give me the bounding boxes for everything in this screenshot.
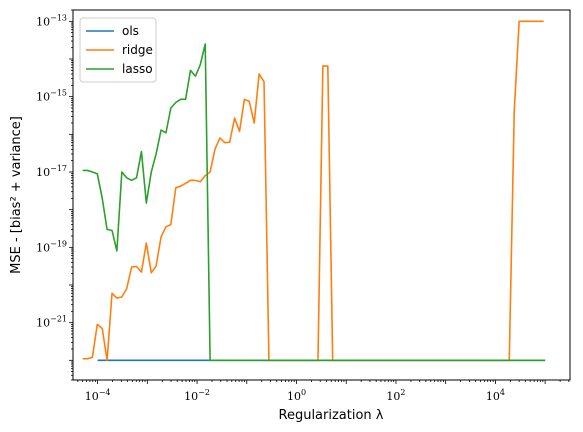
legend-label-lasso: lasso [122, 62, 153, 76]
y-axis-label: MSE - [bias² + variance] [9, 116, 24, 274]
legend: ols ridge lasso [79, 17, 157, 83]
x-tick-label: 10−4 [85, 388, 111, 403]
tick-layer: 10−4 10−2 100 102 104 10−21 10−19 10−17 10−15 10−… [36, 9, 570, 403]
plot-frame [72, 9, 571, 381]
legend-frame [79, 17, 157, 83]
y-tick-label: 10−19 [36, 239, 67, 254]
series-layer [82, 20, 546, 362]
x-tick-label: 10−2 [184, 388, 210, 403]
y-tick-label: 10−15 [36, 89, 67, 104]
y-tick-label: 10−13 [36, 13, 67, 28]
legend-label-ols: ols [122, 24, 139, 38]
legend-label-ridge: ridge [122, 43, 153, 57]
series-line-lasso [82, 43, 546, 362]
y-tick-label: 10−21 [36, 315, 67, 330]
y-tick-label: 10−17 [36, 164, 67, 179]
x-tick-label: 104 [486, 388, 505, 403]
x-tick-label: 102 [386, 388, 405, 403]
x-tick-label: 100 [287, 388, 306, 403]
x-axis-label: Regularization λ [279, 408, 384, 423]
